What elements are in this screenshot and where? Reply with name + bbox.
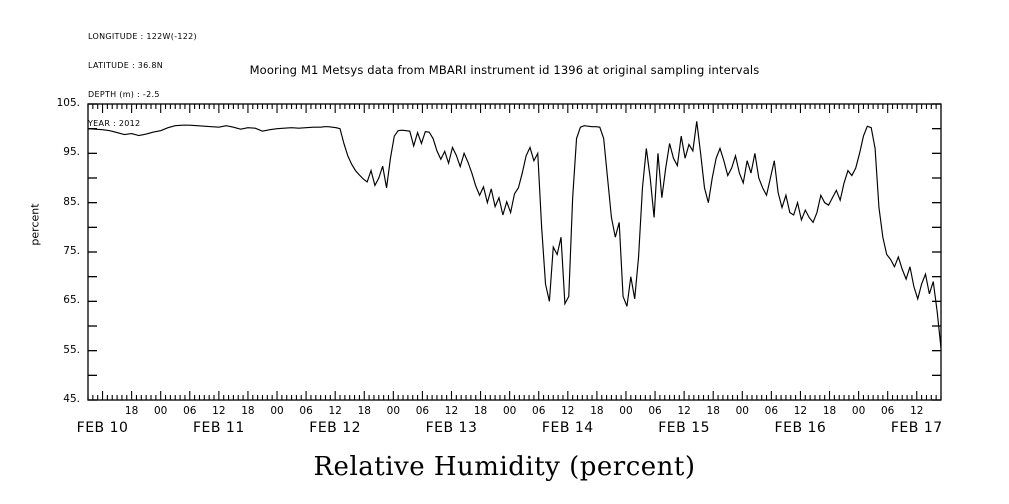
x-tick-hour-label: 00: [619, 405, 633, 417]
x-tick-day-label: FEB 12: [309, 420, 362, 436]
y-tick-label: 75.: [63, 245, 80, 257]
x-tick-hour-label: 18: [706, 405, 720, 417]
x-tick-hour-label: 12: [793, 405, 808, 417]
x-tick-hour-label: 06: [648, 405, 662, 417]
x-tick-hour-label: 18: [822, 405, 837, 417]
metadata-depth: DEPTH (m) : -2.5: [88, 89, 160, 99]
chart-title: Mooring M1 Metsys data from MBARI instru…: [249, 63, 760, 77]
x-tick-hour-label: 18: [473, 405, 488, 417]
x-tick-hour-label: 00: [502, 405, 517, 417]
x-tick-hour-label: 18: [357, 405, 371, 417]
x-tick-hour-label: 12: [328, 405, 342, 417]
x-tick-hour-label: 18: [124, 405, 139, 417]
x-tick-hour-label: 00: [735, 405, 749, 417]
x-tick-hour-label: 06: [415, 405, 430, 417]
x-tick-day-label: FEB 14: [541, 420, 594, 436]
x-tick-hour-label: 00: [154, 405, 168, 417]
metadata-latitude: LATITUDE : 36.8N: [88, 60, 164, 70]
y-tick-label: 85.: [63, 195, 80, 208]
x-tick-hour-label: 06: [532, 405, 546, 417]
x-tick-hour-label: 06: [764, 405, 779, 417]
x-tick-day-label: FEB 17: [890, 420, 943, 436]
x-tick-hour-label: 06: [183, 405, 197, 417]
x-tick-hour-label: 06: [881, 405, 895, 417]
metadata-longitude: LONGITUDE : 122W(-122): [88, 32, 197, 42]
x-tick-hour-label: 00: [851, 405, 866, 417]
x-tick-hour-label: 00: [270, 405, 284, 417]
x-tick-day-label: FEB 15: [658, 420, 711, 436]
x-tick-hour-label: 18: [590, 405, 604, 417]
x-tick-hour-label: 12: [444, 405, 459, 417]
y-tick-label: 45.: [63, 393, 80, 405]
x-tick-day-label: FEB 10: [76, 420, 129, 436]
x-axis-title: Relative Humidity (percent): [313, 452, 696, 482]
x-tick-hour-label: 00: [386, 405, 401, 417]
y-tick-label: 105.: [56, 97, 80, 109]
x-tick-hour-label: 12: [561, 405, 575, 417]
x-tick-hour-label: 12: [212, 405, 226, 417]
metadata-year: YEAR : 2012: [88, 118, 141, 128]
x-tick-hour-label: 06: [299, 405, 313, 417]
x-tick-hour-label: 18: [241, 405, 255, 417]
y-tick-label: 95.: [63, 146, 80, 159]
x-tick-day-label: FEB 11: [192, 420, 245, 436]
x-tick-day-label: FEB 16: [774, 420, 827, 436]
x-tick-hour-label: 12: [910, 405, 924, 417]
x-tick-hour-label: 12: [677, 405, 691, 417]
station-metadata: LONGITUDE : 122W(-122) LATITUDE : 36.8N …: [88, 13, 197, 147]
y-tick-label: 55.: [63, 343, 80, 356]
y-tick-label: 65.: [63, 294, 80, 307]
x-tick-day-label: FEB 13: [425, 420, 478, 436]
